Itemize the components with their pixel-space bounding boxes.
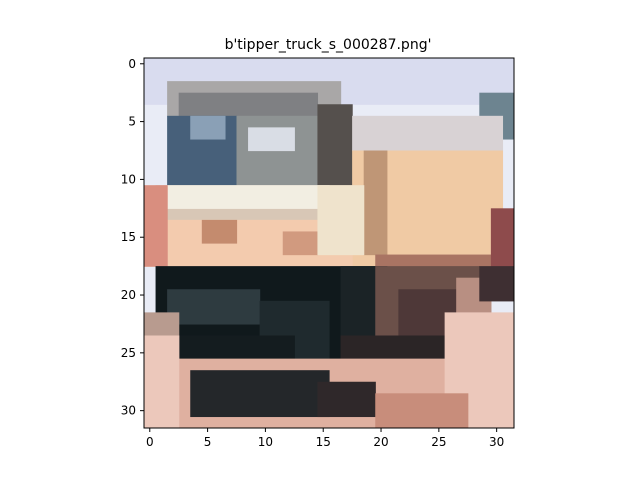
cab-body-highlight [167, 185, 330, 209]
y-tick-label: 0 [128, 57, 136, 71]
cab-pillar [317, 104, 353, 198]
ground-left [144, 335, 180, 428]
x-tick-label: 10 [258, 435, 273, 449]
cab-roof-shadow [178, 92, 319, 117]
y-tick-label: 20 [121, 288, 136, 302]
x-tick-label: 15 [316, 435, 331, 449]
rock [479, 266, 514, 302]
y-tick-label: 15 [121, 230, 136, 244]
ground-shadow [190, 370, 330, 418]
cab-window-glare [248, 127, 295, 152]
x-tick-label: 25 [431, 435, 446, 449]
axes-frame [143, 57, 515, 429]
x-tick-label: 30 [489, 435, 504, 449]
ground-patch [375, 393, 469, 428]
cab-side-panel [317, 185, 365, 256]
x-tick-label: 20 [373, 435, 388, 449]
bed-top-edge [352, 115, 504, 152]
y-axis: 0 5 10 15 20 25 30 [121, 57, 144, 418]
headlight [282, 231, 319, 256]
x-tick-label: 0 [146, 435, 154, 449]
tire-shadow [317, 381, 376, 418]
grille-dark [167, 289, 261, 325]
y-tick-label: 25 [121, 346, 136, 360]
truck-photo [144, 58, 514, 428]
cab-window-reflection [190, 115, 226, 140]
dump-bed-rear-shadow [490, 208, 514, 279]
bumper-detail [201, 219, 238, 244]
x-tick-label: 5 [204, 435, 212, 449]
y-tick-label: 10 [121, 172, 136, 186]
image-title: b'tipper_truck_s_000287.png' [225, 37, 432, 53]
y-tick-label: 30 [121, 404, 136, 418]
y-tick-label: 5 [128, 115, 136, 129]
dump-bed-front-rib [363, 150, 388, 256]
x-axis: 0 5 10 15 20 25 30 [146, 428, 504, 449]
cab-edge-red [144, 185, 168, 267]
